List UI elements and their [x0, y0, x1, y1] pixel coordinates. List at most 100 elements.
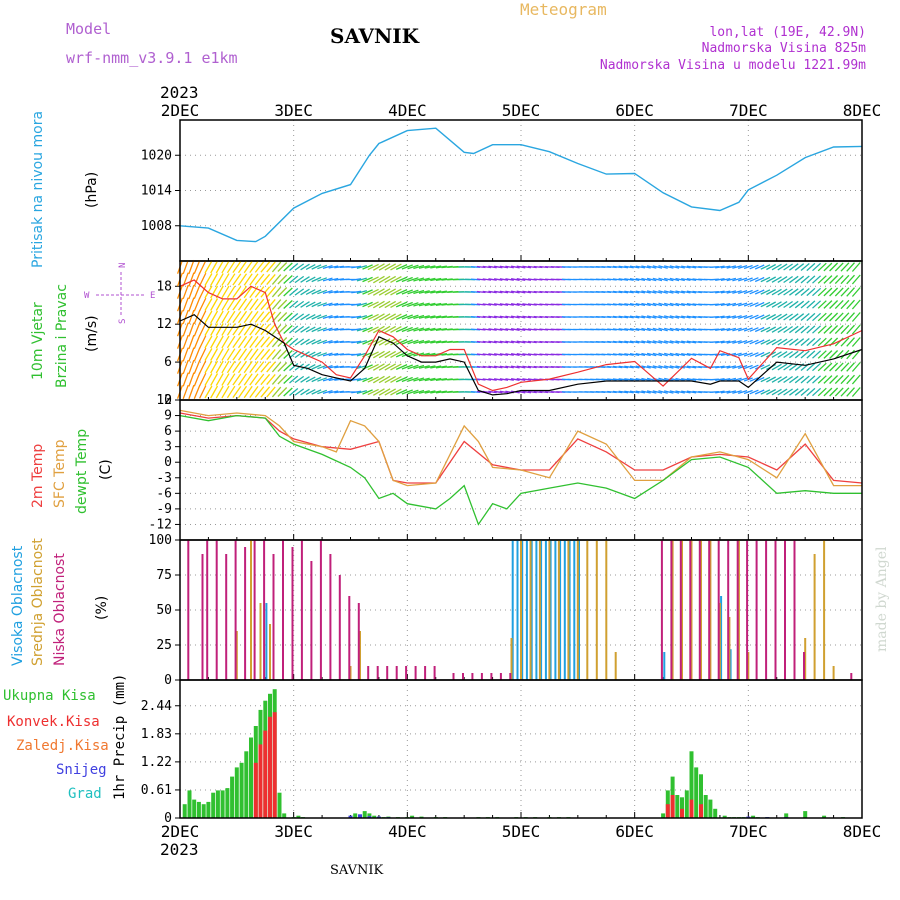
- wind-arrow: [188, 372, 195, 387]
- wind-arrow: [794, 300, 805, 309]
- precip-bar: [703, 795, 708, 818]
- wind-arrow: [488, 353, 497, 356]
- wind-arrow: [800, 338, 810, 346]
- wind-arrow: [624, 290, 634, 294]
- wind-arrow: [777, 288, 788, 296]
- wind-arrow: [249, 323, 259, 336]
- cloud-bar: [793, 540, 796, 680]
- wind-arrow: [732, 265, 742, 269]
- cloud-ylabel-mid: Srednja Oblacnost: [30, 538, 46, 666]
- wind-arrow: [754, 339, 765, 345]
- wind-arrow: [612, 390, 623, 394]
- cloud-bar: [395, 666, 398, 680]
- wind-arrow: [527, 265, 537, 269]
- wind-arrow: [271, 349, 282, 360]
- precip-bar: [803, 811, 808, 818]
- wind-arrow: [664, 302, 674, 307]
- wind-arrow: [407, 302, 419, 307]
- wind-arrow: [675, 352, 685, 357]
- wind-arrow: [322, 289, 333, 295]
- wind-arrow: [829, 375, 839, 384]
- wind-arrow: [794, 275, 805, 284]
- precip-bar: [182, 804, 187, 818]
- wind-arrow: [533, 365, 543, 369]
- wind-arrow: [806, 262, 816, 272]
- wind-arrow: [783, 313, 793, 321]
- wind-arrow: [624, 340, 634, 344]
- wind-arrow: [430, 377, 442, 382]
- wind-arrow: [834, 299, 844, 310]
- cloud-bar: [540, 540, 543, 680]
- wind-arrow: [840, 312, 850, 322]
- wind-arrow: [743, 352, 753, 357]
- wind-arrow: [260, 323, 271, 336]
- temp-ylabel-sfc: SFC Temp: [52, 439, 68, 508]
- wind-arrow: [289, 338, 299, 346]
- product-title: Meteogram: [520, 0, 607, 19]
- wind-arrow: [789, 375, 799, 384]
- wind-arrow: [289, 275, 299, 284]
- wind-arrow: [783, 275, 793, 284]
- cloud-bar: [727, 540, 730, 680]
- wind-arrow: [652, 302, 663, 307]
- wind-arrow: [652, 315, 663, 319]
- wind-arrow: [641, 302, 651, 307]
- wind-arrow: [300, 338, 310, 346]
- wind-arrow: [260, 373, 271, 386]
- wind-arrow: [749, 364, 759, 370]
- wind-arrow: [372, 388, 385, 396]
- wind-arrow: [516, 340, 526, 344]
- wind-arrow: [646, 377, 657, 382]
- wind-arrow: [738, 277, 748, 282]
- wind-speed-line: [179, 313, 863, 396]
- wind-arrow: [254, 298, 265, 311]
- wind-arrow: [527, 278, 537, 281]
- wind-arrow: [249, 361, 259, 373]
- wind-arrow: [277, 312, 288, 322]
- wind-arrow: [823, 337, 833, 347]
- wind-arrow: [356, 264, 367, 270]
- wind-arrow: [783, 325, 793, 334]
- temp-ytick-label: -9: [156, 502, 172, 517]
- wind-arrow: [522, 278, 532, 281]
- wind-arrow: [766, 388, 777, 396]
- wind-arrow: [289, 313, 299, 321]
- wind-arrow: [624, 303, 634, 306]
- wind-arrow: [482, 365, 492, 369]
- wind-arrow: [664, 365, 674, 369]
- wind-arrow: [817, 325, 827, 334]
- cloud-bar: [338, 575, 341, 680]
- wind-arrow: [646, 327, 657, 332]
- wind-arrow: [413, 364, 425, 370]
- wind-arrow: [430, 327, 442, 332]
- wind-arrow: [646, 302, 657, 307]
- wind-arrow: [846, 374, 855, 385]
- wind-arrow: [435, 378, 447, 381]
- wind-arrow: [351, 315, 362, 319]
- wind-arrow: [182, 309, 189, 325]
- precip-bar: [230, 776, 235, 818]
- wind-arrow: [311, 376, 322, 383]
- wind-arrow: [254, 286, 265, 298]
- wind-arrow: [254, 348, 265, 361]
- wind-arrow: [823, 387, 833, 397]
- wind-arrow: [522, 390, 532, 394]
- model-name: wrf-nmm_v3.9.1 e1km: [66, 49, 238, 67]
- wind-arrow: [283, 275, 293, 284]
- wind-yunit: (m/s): [84, 315, 100, 352]
- lonlat-label: lon,lat (19E, 42.9N): [709, 25, 866, 40]
- wind-arrow: [300, 363, 310, 371]
- wind-arrow: [384, 275, 397, 284]
- wind-arrow: [823, 362, 833, 372]
- cloud-bar: [804, 638, 807, 680]
- cloud-bar: [549, 540, 552, 680]
- wind-arrow: [204, 273, 213, 286]
- wind-arrow: [726, 302, 737, 307]
- precip-bar: [699, 804, 703, 818]
- wind-arrow: [378, 313, 391, 321]
- wind-arrow: [401, 376, 413, 383]
- wind-arrow: [499, 303, 509, 306]
- wind-arrow: [210, 298, 219, 311]
- wind-arrow: [226, 285, 236, 299]
- wind-arrow: [686, 328, 697, 331]
